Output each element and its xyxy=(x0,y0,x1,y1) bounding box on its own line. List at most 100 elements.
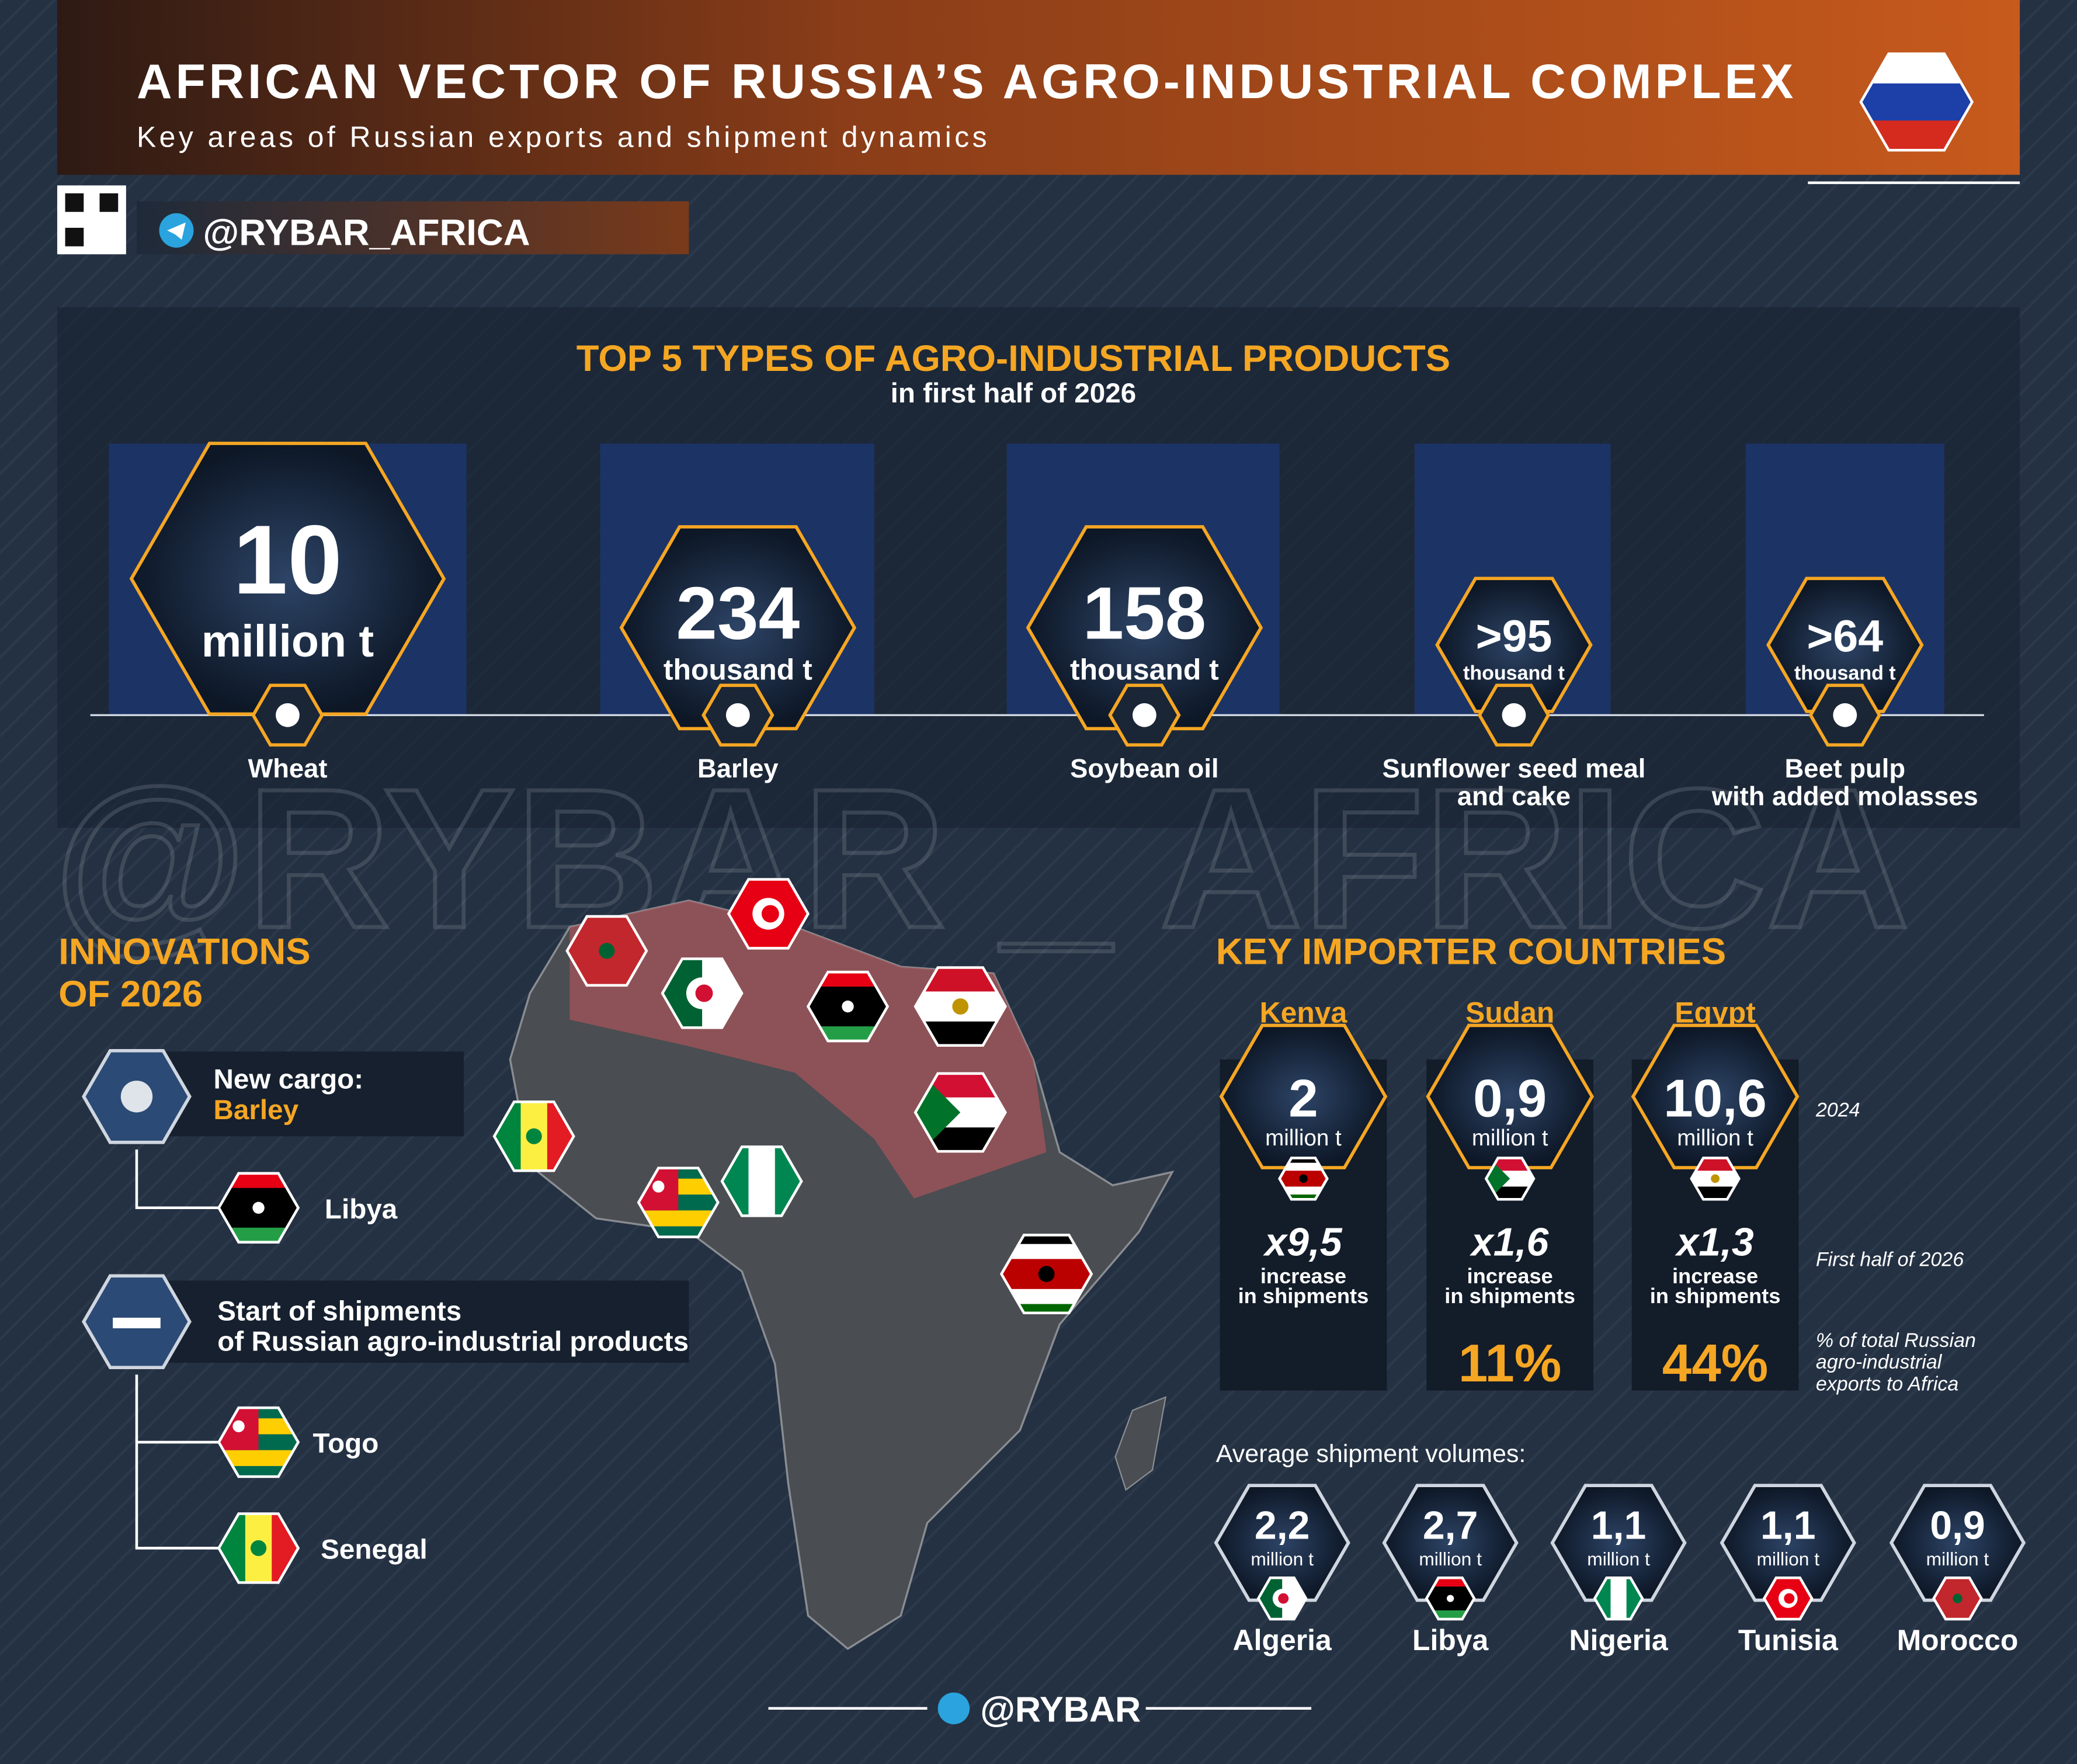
flag-stripe xyxy=(1279,1194,1328,1200)
flag-star xyxy=(250,1540,267,1557)
flag-emblem xyxy=(1278,1593,1289,1604)
madagascar xyxy=(1114,1396,1167,1491)
average-value: 2,7 xyxy=(1423,1503,1478,1548)
importer-value: 2 xyxy=(1288,1069,1318,1128)
importers-title: KEY IMPORTER COUNTRIES xyxy=(1216,932,1726,973)
flag-stripe xyxy=(1610,1578,1627,1619)
product-hex xyxy=(619,525,857,731)
flag xyxy=(1426,1578,1474,1619)
flag-emblem xyxy=(695,984,713,1002)
importer-hex xyxy=(1631,1023,1800,1169)
watermark: @RYBAR _ AFRICA xyxy=(53,748,1909,970)
average-hex xyxy=(1550,1484,1687,1602)
product-unit: thousand t xyxy=(1794,662,1896,684)
flag-border xyxy=(492,1100,575,1172)
flag-emblem xyxy=(1446,1595,1454,1602)
product-unit: thousand t xyxy=(664,654,812,686)
label-box xyxy=(157,1051,464,1137)
connector xyxy=(135,1149,219,1210)
footer-channel: @RYBAR xyxy=(980,1689,1141,1729)
importer-value: 10,6 xyxy=(1663,1069,1767,1128)
product-icon xyxy=(725,703,750,727)
flag-emblem xyxy=(952,998,969,1015)
product-value: 10 xyxy=(233,505,342,614)
flag-border xyxy=(1859,52,1974,152)
flag-stripe xyxy=(1279,1178,1328,1187)
top-subtitle: in first half of 2026 xyxy=(891,378,1137,409)
channel-bar xyxy=(136,201,689,255)
growth-label: in shipments xyxy=(1238,1284,1369,1308)
importer-unit: million t xyxy=(1472,1126,1548,1151)
flag-stripe xyxy=(1279,1158,1328,1164)
product-icon xyxy=(1502,703,1526,727)
product-name: Beet pulp xyxy=(1785,753,1906,783)
flag-emblem xyxy=(1784,1593,1795,1604)
average-country: Nigeria xyxy=(1569,1624,1669,1657)
channel: @RYBAR_AFRICA xyxy=(203,212,530,253)
flag-border xyxy=(1593,1576,1644,1621)
telegram-plane xyxy=(167,222,186,240)
importer-growth: x1,3 xyxy=(1675,1220,1754,1264)
flag-border xyxy=(806,970,890,1043)
average-country: Tunisia xyxy=(1738,1624,1839,1657)
flag-stripe xyxy=(1279,1162,1328,1172)
flag-stripe xyxy=(1279,1186,1328,1196)
product-name: and cake xyxy=(1457,781,1571,811)
importer-name: Kenya xyxy=(1260,996,1348,1029)
flag-emblem xyxy=(252,1202,265,1214)
qr-mark xyxy=(99,193,119,212)
average-value: 1,1 xyxy=(1760,1503,1816,1548)
average-unit: million t xyxy=(1756,1548,1819,1569)
product-icon xyxy=(276,703,300,727)
country-label: Libya xyxy=(325,1194,398,1225)
flag-star xyxy=(1953,1593,1963,1603)
flag-emblem xyxy=(842,1000,854,1013)
flag-border xyxy=(1932,1576,1983,1621)
subtitle: Key areas of Russian exports and shipmen… xyxy=(137,121,990,154)
importer-hex xyxy=(1426,1023,1594,1169)
importer-value: 0,9 xyxy=(1473,1069,1547,1128)
legend-share: % of total Russian xyxy=(1816,1329,1976,1352)
average-unit: million t xyxy=(1419,1548,1482,1569)
importer-name: Egypt xyxy=(1675,996,1756,1029)
flag-stripe xyxy=(1426,1598,1474,1612)
product-unit: million t xyxy=(202,616,374,666)
label-box xyxy=(157,1280,689,1363)
flag-border xyxy=(217,1512,300,1584)
legend-share: agro-industrial xyxy=(1816,1351,1943,1373)
product-hex xyxy=(1026,525,1263,731)
qr-mark xyxy=(65,193,84,212)
product-icon xyxy=(1132,703,1156,727)
average-country: Morocco xyxy=(1897,1624,2019,1657)
product-name: with added molasses xyxy=(1711,781,1978,811)
product-value: >95 xyxy=(1476,612,1552,662)
average-country: Libya xyxy=(1412,1624,1489,1657)
flag-border xyxy=(217,1172,300,1244)
average-hex xyxy=(1720,1484,1856,1602)
product-name: Soybean oil xyxy=(1070,753,1218,783)
country-label: Togo xyxy=(313,1428,379,1459)
flag-emblem xyxy=(1299,1174,1308,1183)
average-hex xyxy=(1214,1484,1350,1602)
growth-label: in shipments xyxy=(1444,1284,1575,1308)
telegram-icon xyxy=(937,1692,970,1724)
importer-unit: million t xyxy=(1677,1126,1753,1151)
product-name: Sunflower seed meal xyxy=(1382,753,1645,783)
product-value: >64 xyxy=(1807,612,1883,662)
flag-border xyxy=(914,966,1007,1047)
product-hex xyxy=(1435,577,1593,713)
flag-stripe xyxy=(1426,1586,1474,1599)
flag-stripe xyxy=(1691,1186,1739,1200)
flag-border xyxy=(1425,1576,1476,1621)
product-value: 158 xyxy=(1082,572,1206,655)
country-label: Senegal xyxy=(321,1534,428,1565)
flag-star xyxy=(526,1128,542,1144)
flag-border xyxy=(720,1145,803,1217)
flag-border xyxy=(1256,1576,1308,1621)
flag-star xyxy=(232,1420,245,1433)
average-unit: million t xyxy=(1926,1548,1989,1569)
importer-unit: million t xyxy=(1265,1126,1342,1151)
qr-mark xyxy=(65,227,84,246)
average-unit: million t xyxy=(1587,1548,1650,1569)
